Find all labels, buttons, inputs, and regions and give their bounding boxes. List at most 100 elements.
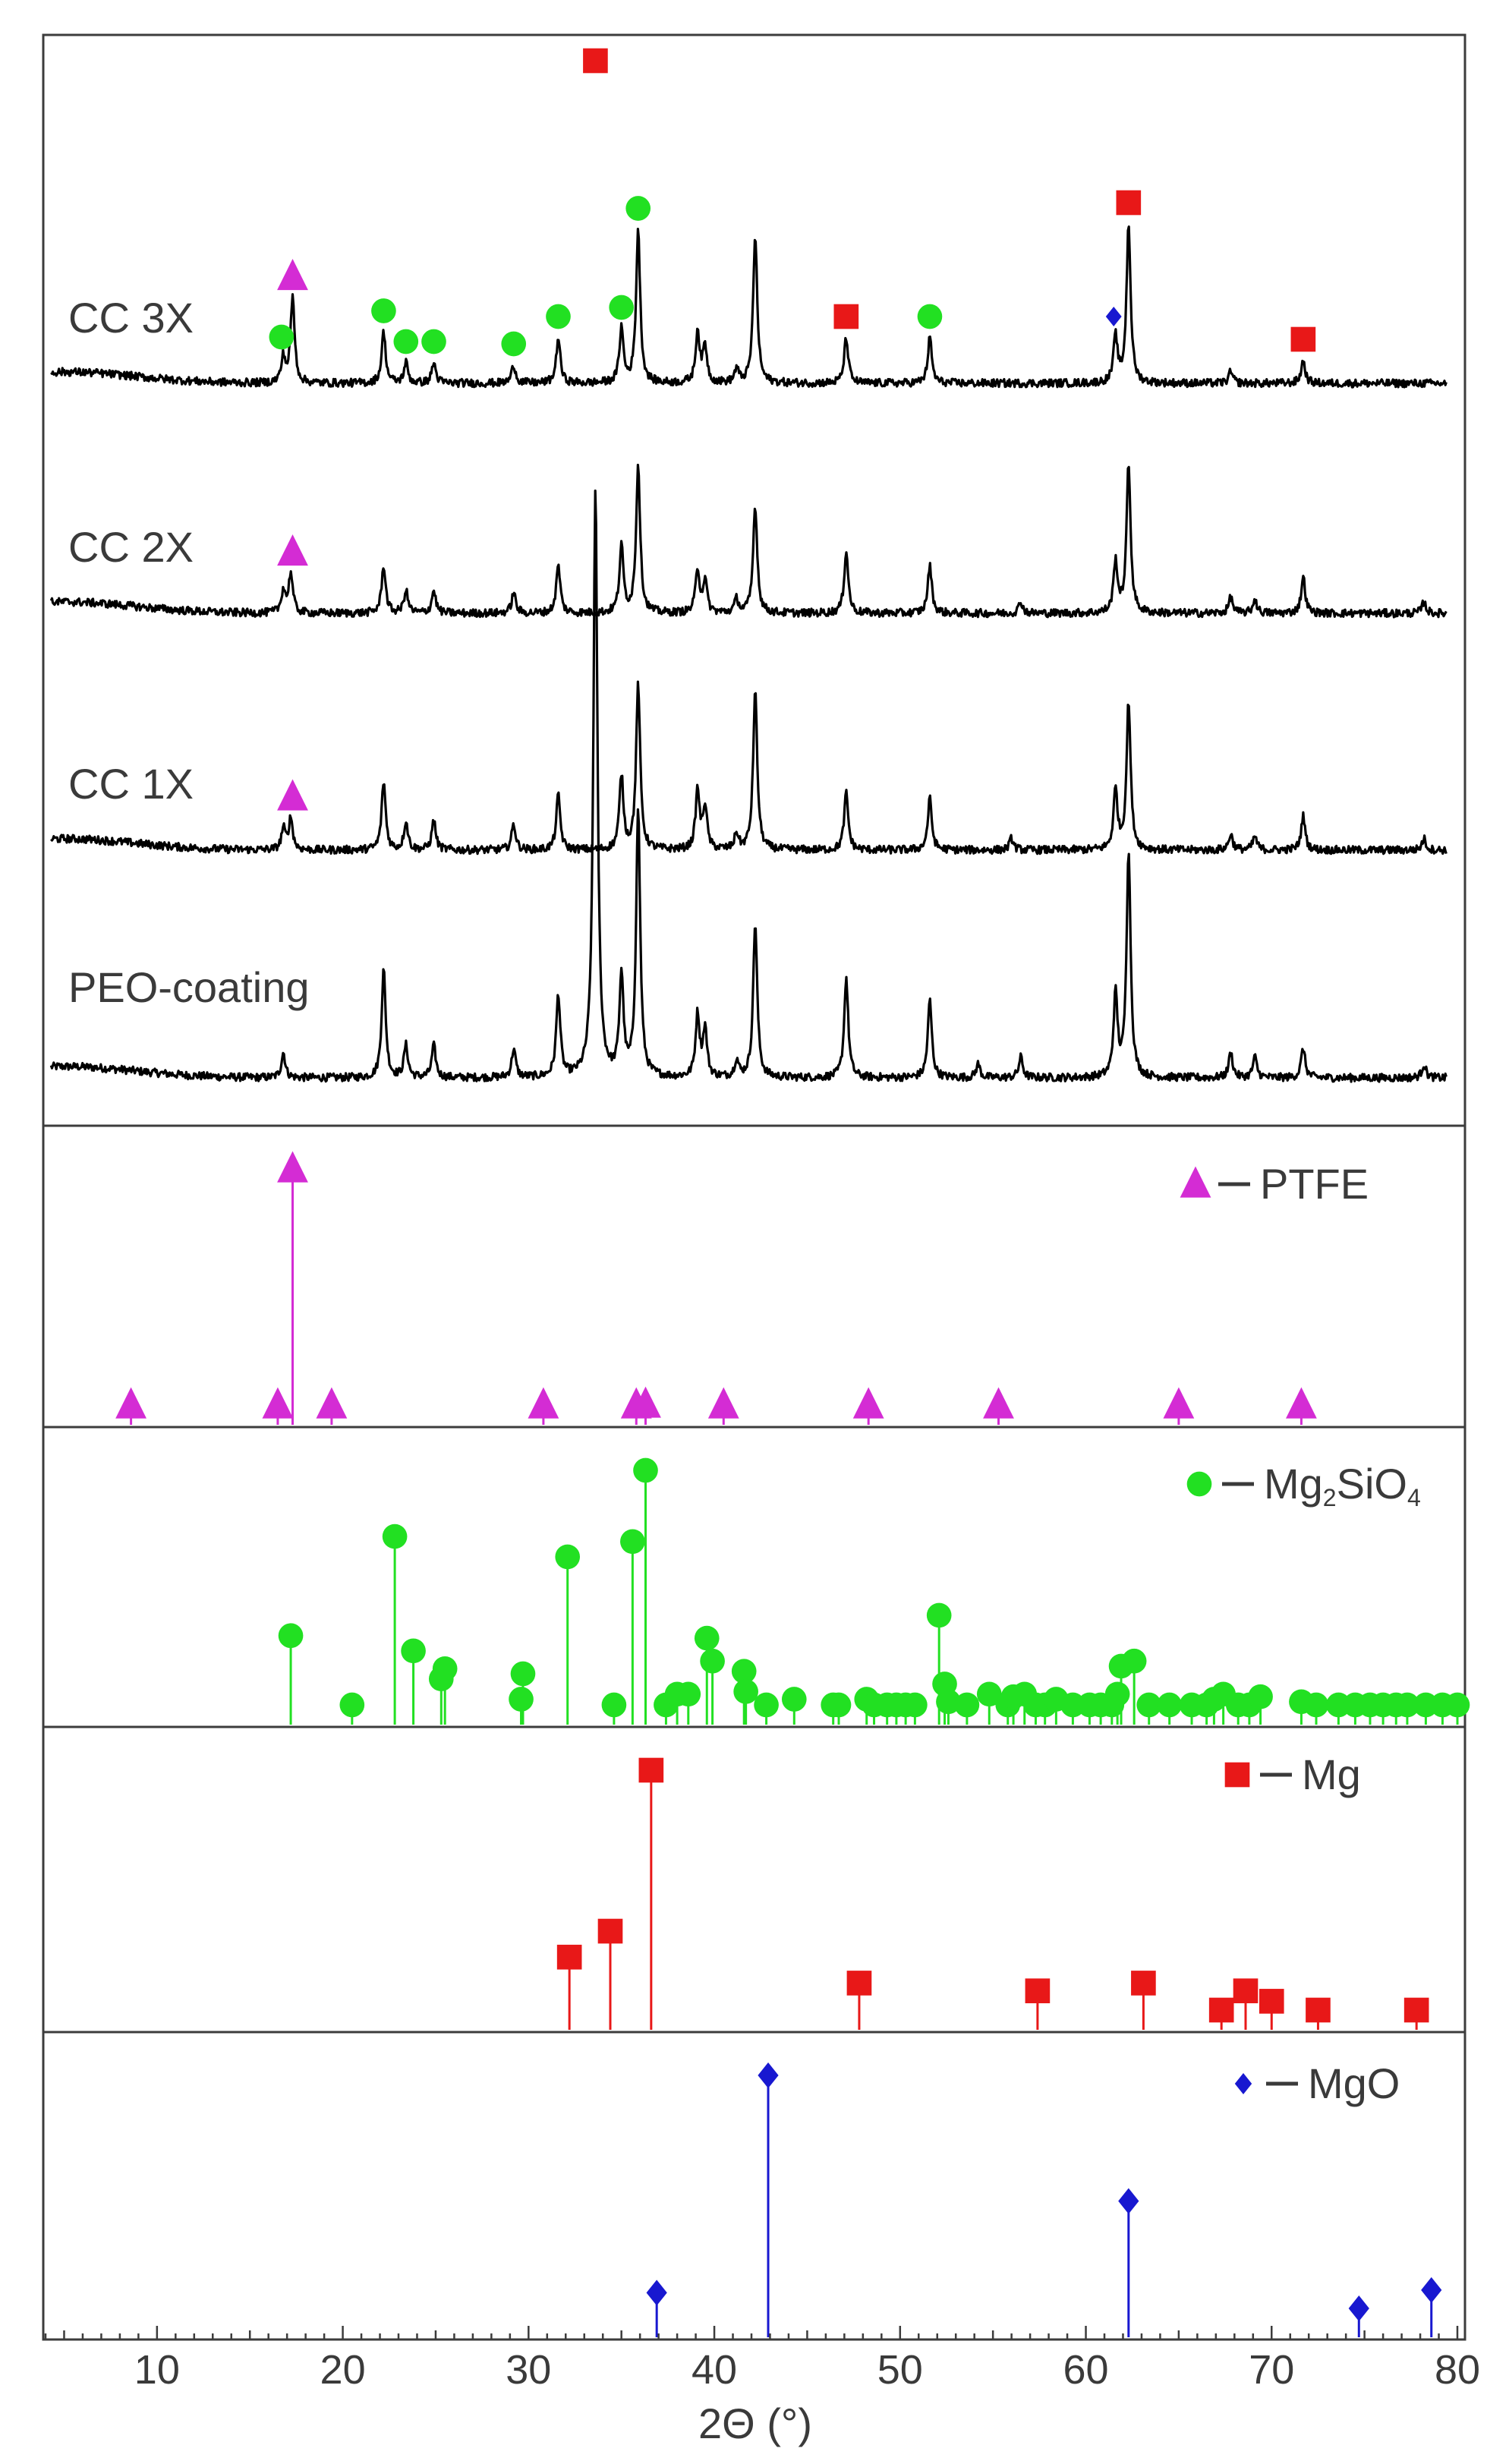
reference-peak-marker [262,1387,294,1419]
reference-peak-marker [638,1757,664,1783]
reference-peak-marker [633,1457,658,1483]
panel-frames [42,33,1466,2341]
marker-mg2sio4-cc-3x [609,295,635,320]
legend-marker-ptfe [1180,1166,1211,1198]
x-axis-label: 2Θ (°) [698,2399,812,2447]
marker-ptfe-cc-3x [277,259,308,291]
reference-peak-marker [339,1692,365,1718]
x-tick-label: 60 [1063,2347,1108,2393]
reference-peak-marker [510,1661,536,1687]
trace-label: CC 3X [68,294,194,342]
legend-label: PTFE [1260,1160,1369,1208]
reference-peak-marker [278,1623,304,1649]
reference-peak-marker [954,1692,980,1718]
reference-peak-marker [115,1387,146,1419]
reference-peak-marker [1248,1684,1273,1709]
phase-markers [269,48,1316,811]
reference-peak-marker [630,1386,661,1418]
reference-peak-marker [528,1387,559,1419]
reference-peak-marker [903,1692,928,1718]
reference-legends: PTFE Mg2SiO4 Mg MgO [1180,1160,1421,2107]
reference-peak-marker [976,1681,1002,1707]
marker-mg-cc-3x [833,304,859,329]
reference-peak-marker [676,1681,701,1707]
marker-mg2sio4-cc-3x [269,324,295,350]
panel-frame-1 [42,1124,1466,1429]
marker-mg2sio4-cc-3x [421,329,446,354]
x-tick-label: 40 [691,2347,737,2393]
marker-mg-cc-3x [1290,326,1316,352]
reference-peak-marker [1286,1387,1317,1419]
reference-peak-marker [826,1692,852,1718]
panel-frame-2 [42,1426,1466,1728]
reference-peak-marker [781,1687,807,1712]
reference-peak-marker [926,1602,952,1628]
reference-peak-marker [1259,1989,1284,2014]
reference-peak-marker [432,1656,458,1681]
reference-peak-marker [597,1918,623,1944]
reference-peak-marker [758,2062,779,2088]
reference-peak-marker [316,1387,348,1419]
reference-peak-marker [1157,1692,1182,1718]
xrd-traces [49,225,1448,1083]
reference-peak-marker [1394,1692,1420,1718]
reference-peak-marker [1444,1692,1470,1718]
reference-peak-marker [707,1387,739,1419]
reference-peak-marker [1118,2188,1139,2214]
reference-peak-marker [509,1687,534,1712]
reference-peak-marker [555,1544,581,1570]
reference-peak-marker [1303,1692,1329,1718]
legend-label: Mg2SiO4 [1264,1460,1421,1511]
reference-peak-marker [1025,1978,1051,2004]
xrd-trace-cc-3x [50,225,1448,389]
legend-marker-mg2sio4 [1186,1471,1212,1497]
x-tick-label: 10 [134,2347,180,2393]
panel-frame-4 [42,2031,1466,2341]
x-tick-label: 30 [506,2347,551,2393]
reference-peak-marker [556,1944,582,1970]
reference-stems [115,1151,1470,2337]
trace-label: PEO-coating [68,963,310,1011]
reference-peak-marker [936,1689,961,1715]
marker-mg2sio4-cc-3x [917,304,943,329]
marker-mg2sio4-cc-3x [501,331,527,357]
legend-marker-mgo [1234,2073,1252,2094]
marker-mg2sio4-cc-3x [546,304,571,329]
marker-mg2sio4-cc-3x [371,298,396,323]
reference-peak-marker [1104,1681,1130,1707]
reference-peak-marker [1403,1997,1429,2023]
xrd-trace-cc-1x [50,680,1448,855]
reference-peak-marker [731,1659,757,1684]
reference-peak-marker [382,1523,408,1549]
marker-ptfe-cc-2x [277,534,308,566]
marker-mg2sio4-cc-3x [393,329,419,354]
reference-peak-marker [1136,1692,1162,1718]
legend-label: Mg [1302,1750,1361,1798]
reference-peak-marker [852,1387,884,1419]
reference-peak-marker [700,1648,725,1674]
trace-labels: PEO-coating CC 1X CC 2X CC 3X [68,294,310,1011]
reference-peak-marker [646,2280,667,2306]
reference-peak-marker [754,1692,779,1718]
reference-peak-marker [1348,2295,1369,2322]
reference-peak-marker [1233,1978,1259,2004]
marker-ptfe-cc-1x [277,779,308,811]
reference-peak-marker [1121,1648,1147,1674]
reference-peak-marker [1306,1997,1331,2023]
x-tick-label: 20 [320,2347,366,2393]
marker-mgo-cc-3x [1105,307,1122,326]
reference-peak-marker [1163,1387,1195,1419]
marker-mg-cc-3x [1116,190,1142,216]
x-axis: 10 20 30 40 50 60 70 80 2Θ (°) [44,2326,1480,2447]
xrd-trace-cc-2x [49,463,1448,619]
marker-mg-cc-3x [583,48,608,74]
reference-peak-marker [620,1529,645,1555]
legend-label: MgO [1308,2059,1400,2107]
trace-label: CC 1X [68,760,194,808]
reference-peak-marker [694,1625,720,1651]
reference-peak-marker [601,1692,627,1718]
trace-label: CC 2X [68,523,194,571]
xrd-trace-peo-coating [49,489,1448,1083]
x-tick-label: 80 [1435,2347,1480,2393]
